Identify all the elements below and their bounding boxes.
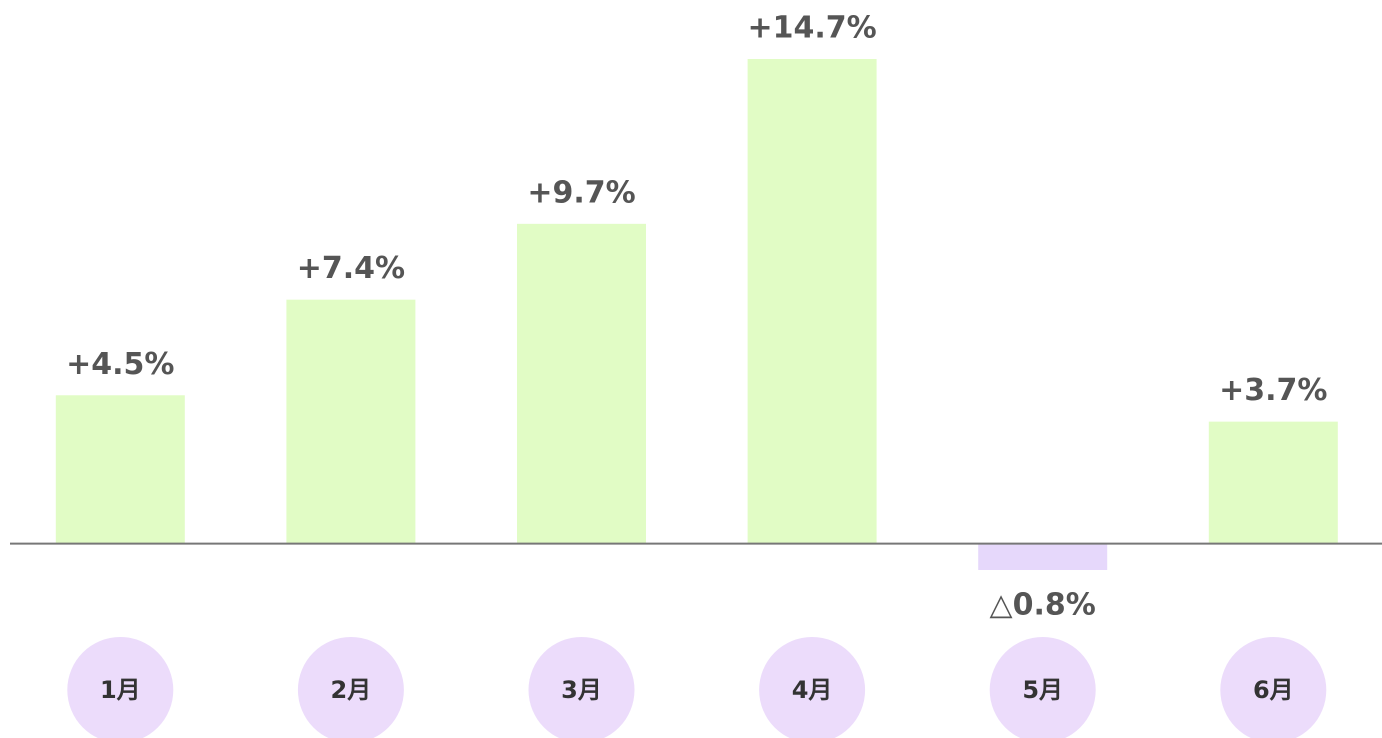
category-badge <box>528 637 635 738</box>
category-badge <box>67 637 174 738</box>
value-label: +9.7% <box>527 175 635 210</box>
value-label: +4.5% <box>66 347 174 382</box>
value-label: +7.4% <box>297 251 405 286</box>
bar <box>747 59 877 544</box>
category-badge <box>1220 637 1327 738</box>
category-badge <box>297 637 404 738</box>
bar <box>978 543 1108 570</box>
value-label: +3.7% <box>1219 373 1327 408</box>
bar <box>286 299 416 544</box>
value-label: △0.8% <box>990 588 1096 623</box>
category-label: 3月 <box>561 676 602 704</box>
bar <box>1208 421 1338 544</box>
category-label: 6月 <box>1253 676 1294 704</box>
category-label: 5月 <box>1022 676 1063 704</box>
bar <box>517 223 646 544</box>
category-label: 2月 <box>331 676 372 704</box>
category-badge <box>989 637 1096 738</box>
category-badge <box>759 637 866 738</box>
category-label: 4月 <box>792 676 833 704</box>
bar <box>55 395 185 544</box>
category-label: 1月 <box>100 676 141 704</box>
value-label: +14.7% <box>747 11 876 46</box>
